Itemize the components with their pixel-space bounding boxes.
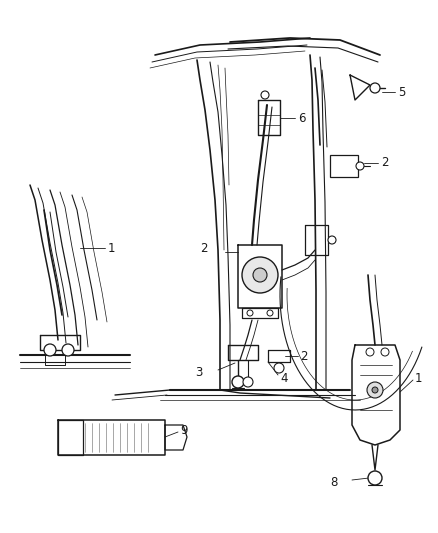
Text: 2: 2	[300, 350, 307, 362]
Circle shape	[62, 344, 74, 356]
Circle shape	[242, 257, 278, 293]
Text: 3: 3	[195, 366, 202, 378]
Circle shape	[367, 382, 383, 398]
Circle shape	[366, 348, 374, 356]
Circle shape	[372, 387, 378, 393]
Circle shape	[44, 344, 56, 356]
Text: 2: 2	[381, 157, 389, 169]
Text: 5: 5	[398, 85, 406, 99]
Text: 8: 8	[330, 475, 337, 489]
Text: 4: 4	[280, 372, 287, 384]
Circle shape	[368, 471, 382, 485]
Bar	[330, 155, 358, 177]
Circle shape	[356, 162, 364, 170]
Text: 1: 1	[108, 241, 116, 254]
Circle shape	[328, 236, 336, 244]
Circle shape	[370, 83, 380, 93]
Circle shape	[232, 376, 244, 388]
Text: 1: 1	[415, 372, 423, 384]
Circle shape	[247, 310, 253, 316]
Circle shape	[381, 348, 389, 356]
Text: 2: 2	[200, 241, 208, 254]
Circle shape	[253, 268, 267, 282]
Circle shape	[243, 377, 253, 387]
Text: 9: 9	[180, 424, 187, 437]
Circle shape	[267, 310, 273, 316]
Circle shape	[261, 91, 269, 99]
Text: 6: 6	[298, 111, 305, 125]
Circle shape	[274, 363, 284, 373]
